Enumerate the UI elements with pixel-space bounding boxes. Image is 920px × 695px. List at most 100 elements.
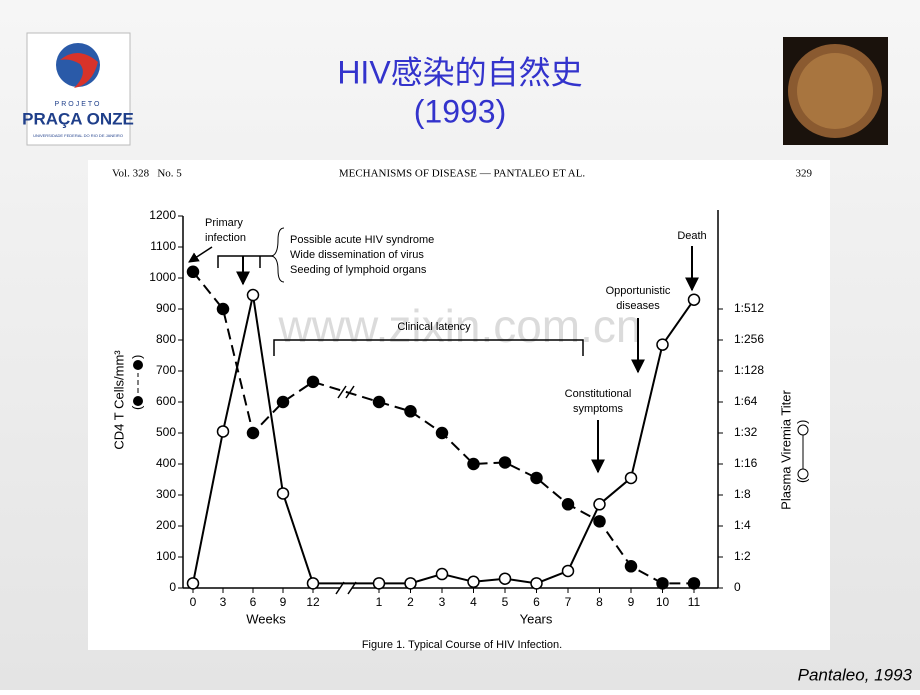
logo-text: PROJETO [55,101,102,108]
data-point [624,560,638,573]
data-point [246,426,260,440]
x-tick-label: 6 [250,595,257,609]
y-tick-label: 600 [156,394,176,408]
x-group-label: Weeks [246,611,286,626]
data-point [687,577,701,590]
x-tick-label: 11 [688,595,701,609]
series-line [192,294,695,585]
y2-tick-label: 1:16 [734,456,758,470]
y-tick-label: 300 [156,487,176,501]
x-tick-label: 7 [565,595,572,609]
caption: Figure 1. Typical Course of HIV Infectio… [362,639,562,651]
chart-panel [88,160,830,650]
annotation: diseases [616,300,660,312]
data-point [435,567,449,581]
journal-right: 329 [796,168,813,180]
annotation: infection [205,232,246,244]
svg-text:(: ( [794,478,809,483]
x-tick-label: 3 [220,595,227,609]
y2-tick-label: 1:512 [734,301,764,315]
x-tick-label: 9 [628,595,635,609]
logo: PROJETO PRAÇA ONZE UNIVERSIDADE FEDERAL … [22,32,134,146]
data-point [593,498,606,511]
y2-tick-label: 1:32 [734,425,758,439]
x-tick-label: 9 [280,595,287,609]
data-point [186,265,200,279]
y2-tick-label: 1:4 [734,518,751,532]
data-point [276,487,290,500]
x-tick-label: 0 [190,595,197,609]
y2-axis-label: Plasma Viremia Titer [778,389,793,509]
x-tick-label: 6 [533,595,540,609]
y2-tick-label: 1:128 [734,363,764,377]
annotation: symptoms [573,403,624,415]
data-point [186,577,200,590]
annotation: Death [677,230,706,242]
y2-legend-symbol: () [794,420,809,483]
annotation: Clinical latency [397,321,471,333]
y-tick-label: 1000 [149,270,176,284]
title: HIV感染的自然史 [337,54,582,90]
x-tick-label: 12 [306,595,320,609]
data-point [216,425,230,438]
annotations [188,227,699,474]
data-point [530,577,543,590]
data-point [435,426,449,440]
data-point [561,498,575,511]
y-tick-label: 500 [156,425,176,439]
y-tick-label: 900 [156,301,176,315]
annotation: Primary [205,217,243,229]
y-legend-symbol: () [129,355,144,410]
data-point [404,405,417,418]
y2-tick-label: 1:64 [734,394,758,408]
y-tick-label: 1200 [149,208,176,222]
x-tick-label: 4 [470,595,477,609]
y2-tick-label: 1:8 [734,487,751,501]
annotation: Opportunistic [606,285,671,297]
y-tick-label: 1100 [150,239,176,253]
data-point [593,515,606,528]
svg-text:(: ( [129,405,144,410]
logo-text: UNIVERSIDADE FEDERAL DO RIO DE JANEIRO [33,133,123,138]
journal-left: Vol. 328 No. 5 [112,168,182,180]
data-point [372,395,386,409]
data-point [624,471,638,485]
y2-tick-label: 1:2 [734,549,751,563]
logo-text: PRAÇA ONZE [22,109,134,128]
y2-tick-label: 1:256 [734,332,764,346]
y-tick-label: 0 [169,580,176,594]
watermark: www.zixin.com.cn [278,300,642,352]
data-point [498,572,512,585]
annotation: Possible acute HIV syndrome [290,234,434,246]
data-point [530,471,543,485]
data-point [687,293,701,306]
series-line [192,271,694,585]
subtitle: (1993) [414,93,507,129]
annotation: Wide dissemination of virus [290,249,424,261]
data-point [306,577,320,590]
y-tick-label: 400 [156,456,176,470]
data-point [216,302,230,316]
data-point [246,288,260,302]
y-axis-label: CD4 T Cells/mm³ [111,350,126,450]
y-tick-label: 100 [156,549,176,563]
data-point [498,456,512,469]
emblem [783,37,888,145]
data-point [276,395,290,409]
data-point [467,457,480,471]
y-tick-label: 700 [156,363,176,377]
x-tick-label: 8 [596,595,603,609]
x-tick-label: 2 [407,595,414,609]
annotation: Seeding of lymphoid organs [290,264,427,276]
annotation: Constitutional [565,388,632,400]
y-tick-label: 200 [156,518,176,532]
data-point [467,575,480,589]
y2-tick-label: 0 [734,580,741,594]
citation: Pantaleo, 1993 [798,665,913,684]
x-tick-label: 1 [376,595,383,609]
data-point [656,338,669,351]
x-tick-label: 5 [502,595,509,609]
y-tick-label: 800 [156,332,176,346]
